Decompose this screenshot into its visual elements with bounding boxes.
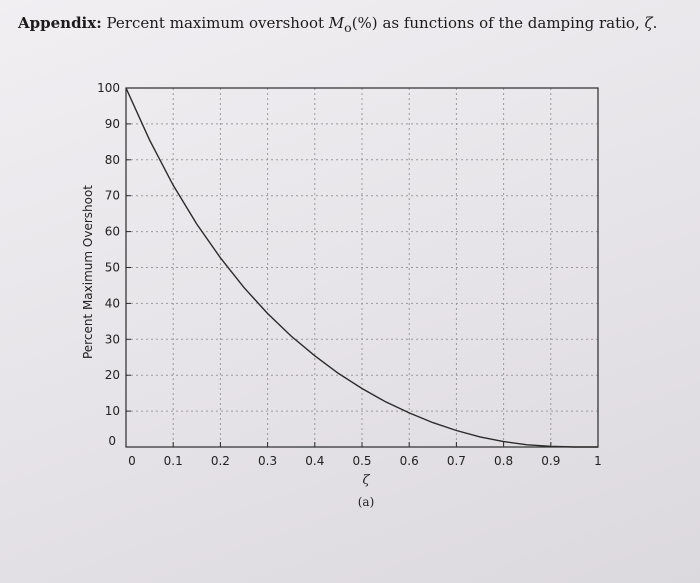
x-tick-label: 0: [128, 454, 136, 468]
y-tick-label: 0: [108, 434, 116, 448]
y-tick-label: 70: [105, 189, 120, 203]
x-tick-label: 0.3: [258, 454, 277, 468]
ticks: [125, 87, 599, 448]
x-tick-label: 1: [594, 454, 602, 468]
y-tick-label: 80: [105, 153, 120, 167]
x-axis-label: ζ: [362, 473, 370, 488]
y-tick-label: 50: [105, 261, 120, 275]
caption-symbol-sub: o: [344, 20, 352, 35]
subfigure-label: (a): [358, 495, 375, 509]
x-tick-label: 0.6: [400, 454, 419, 468]
x-tick-labels: 0 0.1 0.2 0.3 0.4 0.5 0.6 0.7 0.8 0.9 1: [128, 454, 602, 468]
x-tick-label: 0.9: [541, 454, 560, 468]
overshoot-curve: [125, 87, 598, 448]
y-tick-label: 100: [97, 81, 120, 95]
y-tick-label: 30: [105, 332, 120, 346]
x-tick-label: 0.8: [494, 454, 513, 468]
y-tick-label: 10: [105, 404, 120, 418]
y-tick-label: 40: [105, 296, 120, 310]
caption-text: Percent maximum overshoot: [106, 14, 325, 32]
x-tick-label: 0.7: [447, 454, 466, 468]
x-tick-label: 0.1: [164, 454, 183, 468]
caption-unit: (%): [351, 14, 378, 32]
grid: [126, 88, 598, 447]
y-axis-label: Percent Maximum Overshoot: [81, 185, 95, 359]
y-tick-label: 90: [105, 117, 120, 131]
caption-prefix: Appendix:: [18, 14, 102, 32]
y-tick-labels: 0 10 20 30 40 50 60 70 80 90 100: [97, 81, 120, 448]
x-tick-label: 0.4: [305, 454, 324, 468]
caption: Appendix: Percent maximum overshoot Mo(%…: [18, 14, 657, 35]
caption-symbol: M: [328, 14, 345, 32]
caption-suffix: as functions of the damping ratio,: [382, 14, 640, 32]
caption-end: .: [652, 14, 658, 32]
y-tick-label: 20: [105, 368, 120, 382]
x-tick-label: 0.5: [352, 454, 371, 468]
x-tick-label: 0.2: [211, 454, 230, 468]
y-tick-label: 60: [105, 225, 120, 239]
caption-zeta: ζ: [644, 14, 653, 32]
